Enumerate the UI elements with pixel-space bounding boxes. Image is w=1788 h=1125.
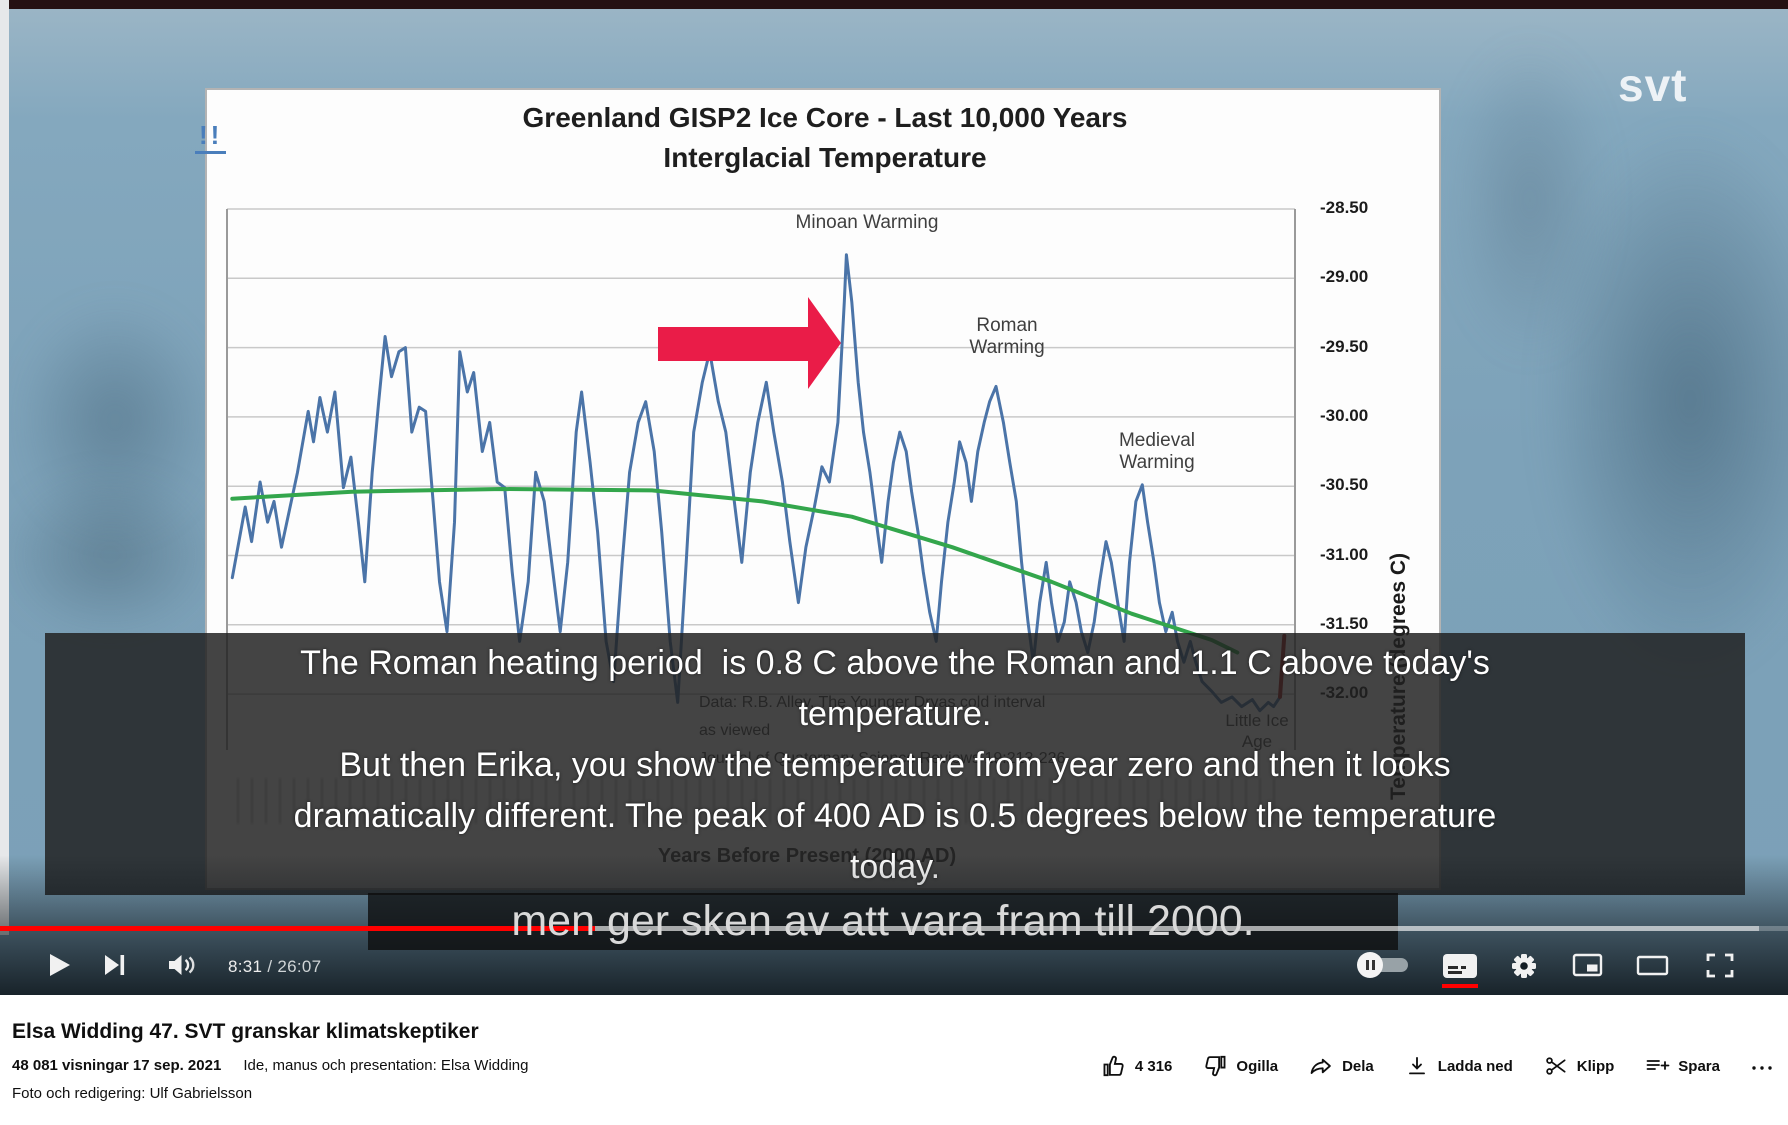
video-title: Elsa Widding 47. SVT granskar klimatskep… <box>12 1020 479 1043</box>
autoplay-toggle-knob <box>1357 952 1383 978</box>
series-long-term-trend <box>230 487 1240 655</box>
progress-played <box>0 926 596 931</box>
y-tick--30-50: -30.50 <box>1320 475 1369 495</box>
background-blur <box>1450 40 1610 360</box>
subtitle-line: The Roman heating period is 0.8 C above … <box>300 644 1490 682</box>
volume-button[interactable] <box>166 950 198 980</box>
like-count: 4 316 <box>1134 1057 1173 1075</box>
views-and-date: 48 081 visningar 17 sep. 2021 <box>12 1057 222 1074</box>
annotation-medieval-warming: Medieval Warming <box>1092 430 1222 474</box>
svt-watermark: svt <box>1618 59 1688 111</box>
time-current: 8:31 <box>228 957 263 976</box>
clip-button[interactable]: Klipp <box>1543 1053 1615 1079</box>
share-label: Dela <box>1342 1057 1374 1075</box>
y-tick--29-50: -29.50 <box>1320 336 1369 356</box>
time-duration: 26:07 <box>277 957 322 976</box>
fullscreen-button[interactable] <box>1704 950 1736 982</box>
download-label: Ladda ned <box>1437 1057 1513 1075</box>
video-info-section: Elsa Widding 47. SVT granskar klimatskep… <box>0 995 1788 1125</box>
share-arrow-icon <box>1310 1058 1331 1074</box>
annotation-medieval-line1: Medieval <box>1118 430 1196 451</box>
download-icon <box>1408 1056 1425 1075</box>
red-arrow-annotation <box>658 297 841 389</box>
thumb-up-icon <box>1103 1055 1124 1077</box>
download-button[interactable]: Ladda ned <box>1404 1053 1513 1079</box>
like-button[interactable]: 4 316 <box>1101 1053 1173 1079</box>
y-tick--31-50: -31.50 <box>1320 613 1369 633</box>
next-button[interactable] <box>102 952 128 978</box>
cc-active-underline <box>1442 984 1478 988</box>
annotation-roman-line2: Warming <box>969 337 1045 358</box>
autoplay-toggle[interactable] <box>1357 952 1408 978</box>
time-display: 8:31 / 26:07 <box>228 957 321 977</box>
progress-buffered <box>0 926 1760 931</box>
video-player-surface[interactable]: svt Greenland GISP2 Ice Core - Last 10,0… <box>0 0 1788 995</box>
y-tick--28-50: -28.50 <box>1320 198 1369 217</box>
more-actions-button[interactable] <box>1750 1054 1774 1078</box>
save-label: Spara <box>1678 1057 1720 1075</box>
series-GISP2-interglacial-temperature <box>230 253 1282 713</box>
settings-gear-icon[interactable] <box>1508 950 1540 982</box>
caption-box-swedish <box>368 893 1398 950</box>
subtitle-line: temperature. <box>798 695 992 733</box>
more-dots-icon <box>1752 1066 1772 1070</box>
subtitles-cc-button[interactable] <box>1442 952 1478 980</box>
play-button[interactable] <box>44 950 74 980</box>
progress-bar[interactable] <box>0 926 1788 931</box>
chart-title-line2: Interglacial Temperature <box>663 142 987 173</box>
time-separator: / <box>262 957 278 976</box>
description-line1: Ide, manus och presentation: Elsa Widdin… <box>243 1057 529 1074</box>
annotation-roman-line1: Roman <box>976 315 1038 336</box>
background-cliff-blur <box>1540 120 1788 680</box>
subtitle-overlay-english: The Roman heating period is 0.8 C above … <box>45 633 1745 895</box>
scissors-icon <box>1546 1057 1566 1075</box>
annotation-roman-warming: Roman Warming <box>947 315 1067 359</box>
thumb-down-icon <box>1205 1055 1226 1077</box>
action-bar: 4 316 Ogilla Dela Ladda ned Klipp Spara <box>1101 1053 1774 1079</box>
annotation-minoan-warming: Minoan Warming <box>795 212 939 233</box>
playlist-add-icon <box>1646 1060 1670 1070</box>
video-left-border <box>0 0 9 935</box>
dislike-label: Ogilla <box>1236 1057 1279 1075</box>
save-button[interactable]: Spara <box>1644 1053 1720 1079</box>
y-tick--30-00: -30.00 <box>1320 405 1369 425</box>
chart-title-line1: Greenland GISP2 Ice Core - Last 10,000 Y… <box>522 102 1128 133</box>
subtitle-line: But then Erika, you show the temperature… <box>339 746 1451 784</box>
background-blur-2 <box>0 470 220 640</box>
annotation-medieval-line2: Warming <box>1119 452 1195 473</box>
subtitle-line: dramatically different. The peak of 400 … <box>293 797 1497 835</box>
y-tick--31-00: -31.00 <box>1320 544 1369 564</box>
share-button[interactable]: Dela <box>1308 1053 1374 1079</box>
y-tick--29-00: -29.00 <box>1320 267 1369 287</box>
background-harbor-blur <box>15 300 215 540</box>
slide-artifact-glyph: !! <box>195 120 227 154</box>
miniplayer-button[interactable] <box>1572 952 1604 980</box>
description-line2: Foto och redigering: Ulf Gabrielsson <box>12 1085 253 1102</box>
caption-text-swedish: men ger sken av att vara fram till 2000. <box>511 897 1255 945</box>
video-meta-line1: 48 081 visningar 17 sep. 2021 Ide, manus … <box>12 1057 528 1074</box>
video-top-border <box>9 0 1788 9</box>
dislike-button[interactable]: Ogilla <box>1202 1053 1278 1079</box>
theater-mode-button[interactable] <box>1636 952 1670 980</box>
clip-label: Klipp <box>1576 1057 1615 1075</box>
